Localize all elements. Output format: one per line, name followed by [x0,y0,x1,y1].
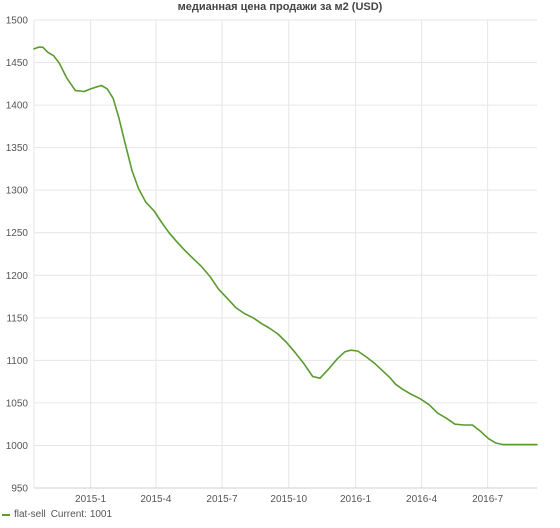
y-tick-label: 1500 [6,16,29,27]
x-tick-label: 2016-4 [406,494,438,505]
y-tick-label: 1200 [6,271,29,282]
y-tick-label: 1350 [6,143,29,154]
x-tick-label: 2015-4 [140,494,172,505]
y-tick-label: 1050 [6,398,29,409]
legend: flat-sell Current: 1001 [2,509,112,520]
y-tick-label: 1100 [6,356,28,367]
legend-current-value: 1001 [89,509,113,520]
y-tick-label: 1150 [6,313,28,324]
y-tick-label: 1300 [6,186,29,197]
y-tick-label: 1400 [6,101,29,112]
x-tick-label: 2016-1 [340,494,372,505]
y-tick-label: 1250 [6,228,29,239]
x-tick-label: 2015-1 [75,494,107,505]
series-line-flat-sell [33,46,538,446]
x-tick-label: 2016-7 [472,494,504,505]
legend-series-name: flat-sell [14,509,46,520]
series-layer [33,46,538,446]
y-tick-label: 1000 [6,441,29,452]
y-tick-label: 1450 [6,58,29,69]
chart-title: медианная цена продажи за м2 (USD) [177,1,383,13]
x-tick-label: 2015-10 [270,494,307,505]
legend-swatch [2,513,10,516]
legend-current-label: Current: [50,509,87,520]
axes: 950 1000 1050 1100 1150 1200 1250 1300 1350 1400 1… [6,16,537,505]
x-tick-label: 2015-7 [206,494,238,505]
gridlines [34,19,537,489]
y-tick-label: 950 [11,484,28,495]
